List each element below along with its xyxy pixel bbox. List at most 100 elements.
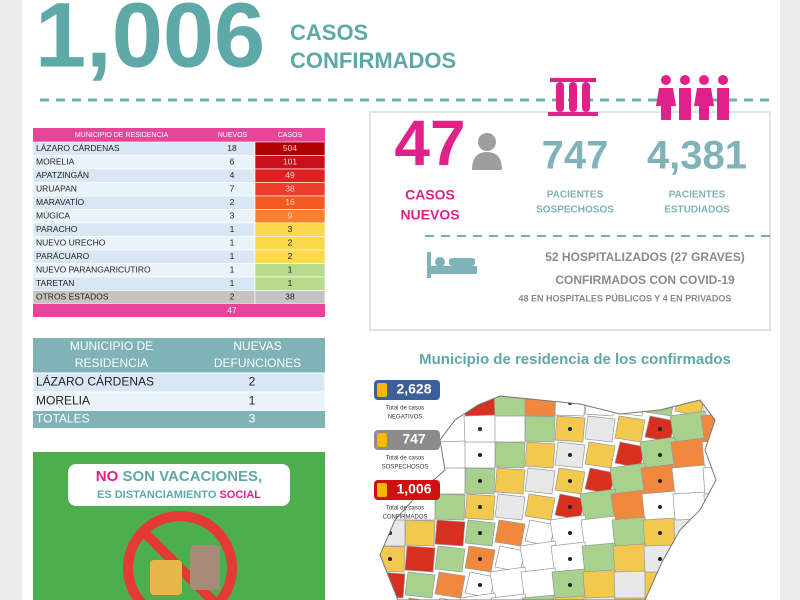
total-row [33,411,325,428]
municipality: OTROS ESTADOS [36,292,109,302]
total-cases: 1,006 [35,0,265,86]
stat-label: ESTUDIADOS [664,205,730,216]
banner-strong: NO [96,468,119,485]
cases: 49 [285,170,295,180]
map-cell [583,596,617,600]
municipality: NUEVO URECHO [36,238,106,248]
new-cases: 1 [230,251,235,261]
stat-label: PACIENTES [547,190,604,201]
map-cell [404,571,436,599]
hospital-text: 52 HOSPITALIZADOS (27 GRAVES) [545,250,745,264]
header-cell: MUNICIPIO DE [70,339,153,353]
cases: 1 [288,265,293,275]
table-header [33,338,325,373]
total-new: 47 [227,305,237,315]
map-dot [478,453,482,457]
new-cases: 4 [230,170,235,180]
legend-value: 747 [402,431,426,447]
banner-text: ES DISTANCIAMIENTO [97,489,219,501]
map-cell [521,594,559,600]
map-cell [459,592,501,600]
map-cell [584,415,616,443]
municipality: MARAVATÍO [36,197,85,207]
municipality: TARETAN [36,278,74,288]
new-cases: 18 [227,143,237,153]
totals-label: TOTALES [36,412,90,426]
totals-value: 3 [249,412,256,426]
legend-box [374,480,440,500]
cases: 504 [283,143,297,153]
person-icon [472,133,502,170]
legend-value: 2,628 [396,381,431,397]
municipality: URUAPAN [36,184,77,194]
map-title: Municipio de residencia de los confirmad… [419,351,731,368]
map-dot [568,479,572,483]
stat-value: 4,381 [647,134,747,178]
new-cases: 3 [230,211,235,221]
cases: 2 [288,251,293,261]
header-cell: NUEVOS [218,132,248,139]
legend-icon [377,433,387,447]
map-dot [658,505,662,509]
legend-label: Total de casos [386,506,424,512]
legend-label: Total de casos [386,456,424,462]
new-cases: 7 [230,184,235,194]
map-dot [658,557,662,561]
municipality: MORELIA [36,157,75,167]
stat-label: PACIENTES [669,190,726,201]
map-cell [494,467,526,495]
map-cell [404,519,436,547]
header-cell: RESIDENCIA [75,356,148,370]
map-dot [658,479,662,483]
legend-icon [377,483,387,497]
table-header [33,128,325,142]
map-cell [434,545,466,573]
people-icon [656,75,729,120]
suitcase [150,560,182,595]
map-cell [582,569,618,600]
municipality: MORELIA [36,394,90,408]
banner-line: ES DISTANCIAMIENTO SOCIAL [97,489,261,501]
banner-text: SON VACACIONES, [118,468,262,485]
stat-label: NUEVOS [400,207,459,223]
total-row [33,304,325,317]
banner-box [68,464,290,506]
legend-icon [377,383,387,397]
legend-box [374,380,440,400]
deaths: 2 [249,375,256,389]
map-dot [658,453,662,457]
cases: 3 [288,224,293,234]
map-dot [568,531,572,535]
map-dot [568,427,572,431]
new-cases: 1 [230,278,235,288]
map-dot [568,505,572,509]
map-cell [434,571,466,599]
map-cell [434,493,466,521]
map-cell [494,415,526,443]
map-cell [613,570,647,600]
stat-label: SOSPECHOSOS [536,205,614,216]
municipality: MÚGICA [36,211,70,221]
stats-panel [369,111,771,331]
map-cell [434,519,466,547]
map-cell [494,519,526,547]
map-cell [612,543,648,575]
map-cell [524,467,556,495]
map-cell [490,593,530,600]
cases: 38 [285,184,295,194]
legend-label: CONFIRMADOS [383,515,428,521]
map-cell [614,597,646,600]
stat-value: 47 [394,107,465,179]
map-cell [614,415,646,443]
map-dot [658,531,662,535]
header-cell: MUNICIPIO DE RESIDENCIA [75,132,169,139]
banner-line: NO SON VACACIONES, [96,468,262,485]
new-cases: 6 [230,157,235,167]
municipality: PARÁCUARO [36,251,90,261]
map-cell [524,441,556,469]
map-cell [584,441,616,469]
map-dot [478,479,482,483]
cases: 38 [285,292,295,302]
new-cases: 1 [230,265,235,275]
map-dot [478,505,482,509]
